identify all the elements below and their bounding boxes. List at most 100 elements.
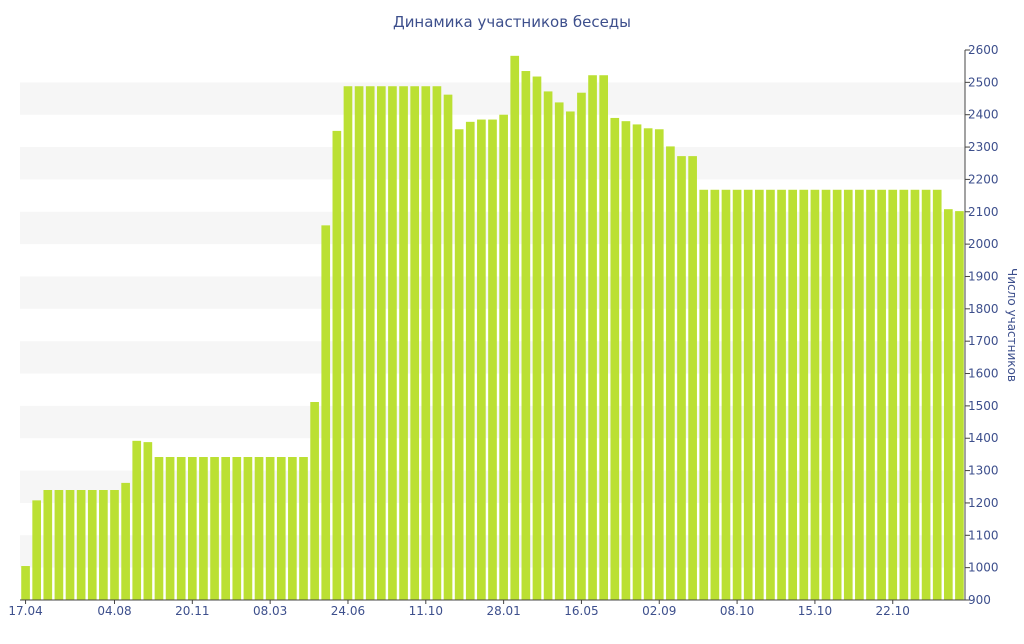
bar[interactable]: [855, 189, 864, 600]
bar[interactable]: [288, 457, 297, 600]
bar[interactable]: [510, 55, 520, 600]
bar[interactable]: [710, 189, 720, 600]
bar[interactable]: [132, 440, 142, 600]
y-tick-label: 2000: [968, 237, 999, 251]
bar[interactable]: [354, 86, 364, 600]
bar[interactable]: [821, 189, 831, 600]
bar[interactable]: [832, 189, 842, 600]
bar[interactable]: [543, 91, 553, 600]
bar[interactable]: [788, 189, 798, 600]
bar[interactable]: [899, 189, 909, 600]
bar[interactable]: [477, 119, 486, 600]
bar[interactable]: [165, 457, 175, 600]
bar[interactable]: [99, 490, 108, 600]
bar[interactable]: [643, 128, 653, 600]
bar[interactable]: [499, 114, 508, 601]
bar[interactable]: [87, 490, 97, 600]
bars: [21, 55, 964, 601]
bar[interactable]: [376, 86, 386, 600]
bar[interactable]: [955, 211, 964, 600]
bar[interactable]: [654, 129, 664, 600]
bar[interactable]: [732, 189, 742, 600]
y-tick-label: 2600: [968, 43, 999, 57]
bar[interactable]: [599, 75, 609, 600]
bar[interactable]: [243, 457, 253, 600]
bar[interactable]: [666, 146, 675, 601]
bar[interactable]: [343, 86, 353, 600]
bar[interactable]: [254, 457, 264, 600]
x-tick-label: 04.08: [97, 604, 131, 618]
bar[interactable]: [121, 482, 130, 600]
bar[interactable]: [554, 102, 564, 600]
bar[interactable]: [521, 71, 531, 600]
bar[interactable]: [210, 457, 219, 600]
bar[interactable]: [299, 457, 308, 600]
bar[interactable]: [465, 121, 475, 600]
bar[interactable]: [943, 209, 953, 601]
bar[interactable]: [699, 189, 709, 600]
bar[interactable]: [632, 124, 642, 600]
grid-band: [20, 82, 965, 115]
y-tick-label: 2200: [968, 172, 999, 186]
bar[interactable]: [721, 189, 731, 600]
bar[interactable]: [410, 86, 420, 600]
bar[interactable]: [421, 86, 431, 600]
bar[interactable]: [888, 189, 898, 600]
bar[interactable]: [577, 92, 586, 601]
bar[interactable]: [65, 490, 75, 600]
bar[interactable]: [843, 189, 853, 600]
bar[interactable]: [532, 76, 542, 600]
bar[interactable]: [866, 189, 875, 600]
bar[interactable]: [488, 119, 497, 600]
bar[interactable]: [743, 189, 753, 600]
bar[interactable]: [921, 189, 931, 600]
x-tick-label: 15.10: [798, 604, 832, 618]
bar[interactable]: [910, 189, 920, 600]
bar[interactable]: [688, 156, 697, 600]
y-tick-label: 1000: [968, 561, 999, 575]
bar[interactable]: [443, 94, 453, 600]
bar[interactable]: [399, 86, 408, 600]
bar[interactable]: [621, 121, 631, 601]
bar[interactable]: [310, 402, 319, 600]
bar[interactable]: [799, 189, 809, 600]
bar[interactable]: [187, 457, 197, 600]
bar[interactable]: [154, 457, 164, 600]
bar[interactable]: [265, 457, 275, 600]
bar[interactable]: [932, 189, 942, 600]
bar[interactable]: [810, 189, 820, 600]
y-tick-label: 1800: [968, 302, 999, 316]
bar[interactable]: [43, 490, 53, 600]
bar[interactable]: [76, 490, 86, 600]
bar[interactable]: [110, 490, 119, 600]
bar[interactable]: [588, 75, 597, 600]
bar[interactable]: [176, 457, 186, 600]
bar[interactable]: [610, 117, 620, 601]
bar[interactable]: [21, 566, 30, 600]
bar[interactable]: [677, 156, 686, 600]
bar[interactable]: [777, 189, 786, 600]
bar[interactable]: [565, 111, 575, 601]
y-tick-label: 900: [968, 593, 991, 607]
x-tick-label: 08.03: [253, 604, 287, 618]
x-tick-label: 02.09: [642, 604, 676, 618]
bar[interactable]: [321, 225, 331, 600]
bar[interactable]: [332, 130, 342, 600]
bar[interactable]: [454, 129, 464, 600]
bar[interactable]: [432, 86, 442, 600]
bar[interactable]: [388, 86, 397, 600]
bar[interactable]: [143, 442, 153, 600]
bar[interactable]: [32, 500, 42, 600]
bar[interactable]: [754, 189, 764, 600]
bar[interactable]: [365, 86, 375, 600]
bar[interactable]: [276, 457, 286, 600]
bar[interactable]: [221, 457, 231, 600]
bar[interactable]: [199, 457, 208, 600]
bar[interactable]: [232, 457, 242, 600]
y-tick-label: 2400: [968, 108, 999, 122]
bar[interactable]: [766, 189, 775, 600]
bar[interactable]: [54, 490, 64, 600]
y-tick-label: 1400: [968, 431, 999, 445]
bar[interactable]: [877, 189, 886, 600]
